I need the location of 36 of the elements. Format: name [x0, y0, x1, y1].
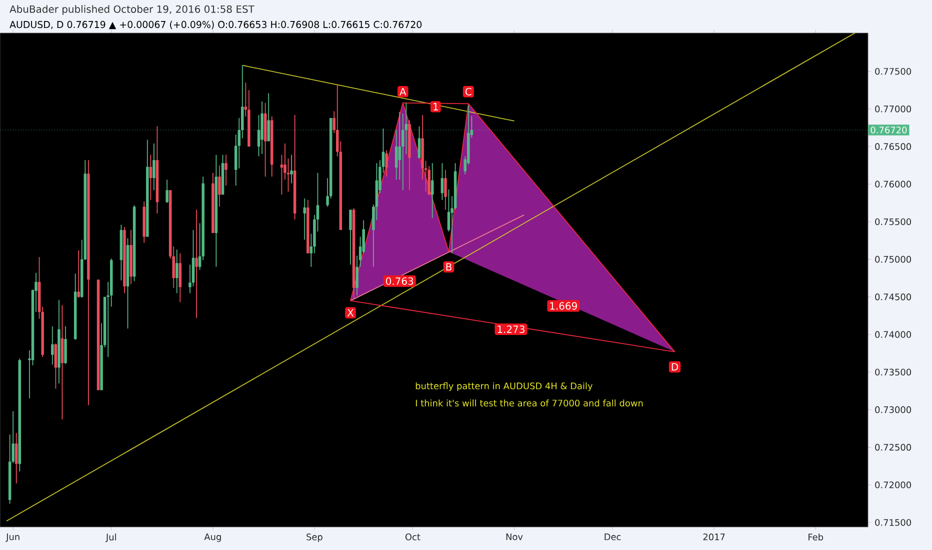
y-tick-label: 0.75500 — [875, 218, 912, 226]
y-tick-label: 0.77500 — [875, 68, 912, 75]
y-tick-label: 0.72000 — [875, 482, 912, 488]
x-tick-label: Feb — [808, 534, 824, 540]
y-tick-label: 0.74000 — [875, 331, 912, 338]
y-tick-label: 0.73500 — [875, 368, 912, 376]
y-tick-label: 0.71500 — [875, 519, 912, 526]
x-tick-label: Dec — [604, 534, 621, 540]
annotation: 1 — [434, 103, 438, 110]
annotation: A — [400, 88, 406, 96]
x-tick-label: Jun — [6, 534, 20, 542]
annotation: X — [347, 309, 354, 316]
annotation: C — [465, 88, 472, 96]
annotation: 1.273 — [498, 325, 524, 334]
y-tick-label: 0.77000 — [875, 106, 912, 112]
y-tick-label: 0.72500 — [875, 444, 912, 451]
x-tick-label: Aug — [204, 534, 221, 542]
x-tick-label: Jul — [105, 534, 116, 542]
x-tick-label: Sep — [306, 534, 322, 542]
y-tick-label: 0.75000 — [875, 256, 912, 263]
annotation: I think it's will test the area of 77000 and fall down — [416, 400, 643, 406]
annotation: D — [672, 363, 678, 370]
y-tick-label: 0.73000 — [875, 406, 912, 414]
y-tick-label: 0.74500 — [875, 294, 912, 300]
chart-title: AUDUSD, D 0.76719 ▲ +0.00067 (+0.09%) O:0.76653 H:0.76908 L:0.76615 C:0.76720 — [10, 20, 422, 30]
ref-line-label: 0.76720 — [870, 126, 907, 134]
x-tick-label: Oct — [405, 534, 420, 540]
y-tick-label: 0.76500 — [875, 143, 912, 150]
annotation: B — [446, 263, 452, 270]
chart-subtitle: AbuBader published October 19, 2016 01:58 EST — [10, 5, 254, 15]
y-tick-label: 0.76000 — [875, 180, 912, 188]
annotation: 1.669 — [550, 302, 577, 310]
x-tick-label: 2017 — [703, 534, 725, 540]
annotation: 0.763 — [386, 277, 414, 285]
annotation: butterfly pattern in AUDUSD 4H & Daily — [416, 382, 593, 392]
x-tick-label: Nov — [506, 534, 523, 540]
